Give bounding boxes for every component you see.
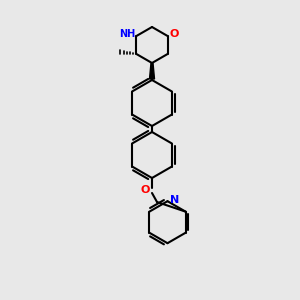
Polygon shape xyxy=(149,63,154,79)
Text: NH: NH xyxy=(119,29,136,39)
Text: O: O xyxy=(170,29,179,39)
Text: O: O xyxy=(140,185,150,195)
Text: N: N xyxy=(170,195,179,205)
